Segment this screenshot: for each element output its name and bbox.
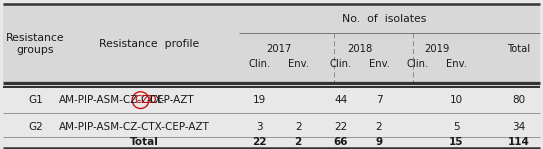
Text: Resistance  profile: Resistance profile [99, 39, 199, 49]
Text: 66: 66 [334, 137, 348, 147]
Text: AM-PIP-ASM-CZ-CTX-CEP-AZT: AM-PIP-ASM-CZ-CTX-CEP-AZT [59, 122, 210, 132]
Text: 19: 19 [253, 95, 266, 105]
Text: Total: Total [129, 137, 159, 147]
Text: 10: 10 [450, 95, 463, 105]
Text: 15: 15 [449, 137, 463, 147]
Text: 2: 2 [294, 137, 302, 147]
Text: 3: 3 [256, 122, 263, 132]
Text: 2017: 2017 [266, 44, 292, 54]
Text: Resistance
groups: Resistance groups [6, 33, 65, 55]
Text: 2019: 2019 [425, 44, 450, 54]
Text: Clin.: Clin. [249, 59, 270, 69]
Text: 7: 7 [376, 95, 382, 105]
Text: G1: G1 [28, 95, 43, 105]
Bar [3, 4, 540, 83]
Text: 2: 2 [295, 122, 301, 132]
Text: 5: 5 [453, 122, 459, 132]
Text: No.  of  isolates: No. of isolates [342, 14, 426, 24]
Text: 2: 2 [376, 122, 382, 132]
Text: Clin.: Clin. [330, 59, 352, 69]
Text: 2018: 2018 [348, 44, 372, 54]
Text: CZD: CZD [134, 95, 157, 105]
Text: Env.: Env. [369, 59, 389, 69]
Text: 9: 9 [375, 137, 383, 147]
Text: 22: 22 [252, 137, 267, 147]
Text: 44: 44 [334, 95, 348, 105]
Text: Clin.: Clin. [407, 59, 429, 69]
Text: 80: 80 [512, 95, 525, 105]
Text: Total: Total [507, 44, 530, 54]
Text: AM-PIP-ASM-CZ-CTX-: AM-PIP-ASM-CZ-CTX- [59, 95, 166, 105]
Text: Env.: Env. [288, 59, 308, 69]
Text: 34: 34 [512, 122, 525, 132]
Text: -CEP-AZT: -CEP-AZT [147, 95, 194, 105]
Text: 22: 22 [334, 122, 348, 132]
Text: G2: G2 [28, 122, 43, 132]
Text: Env.: Env. [446, 59, 466, 69]
Text: 114: 114 [508, 137, 529, 147]
